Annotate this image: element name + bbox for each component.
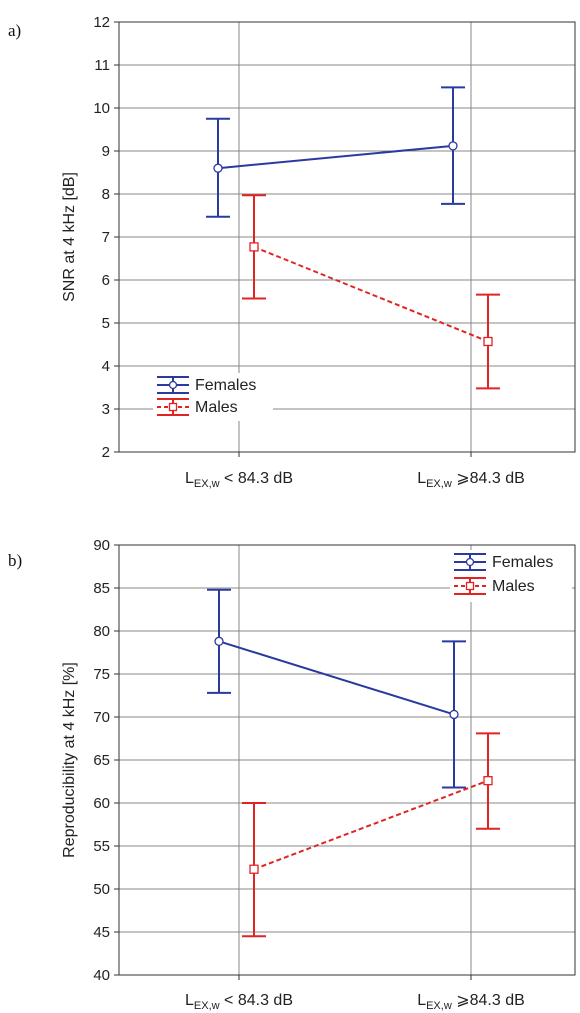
- series-females: [207, 588, 466, 789]
- x-category-label: LEX,w < 84.3 dB: [185, 992, 293, 1012]
- series-line: [217, 144, 454, 170]
- chart-panel-2: b) 40 45 50 55 60 65 70 75 80 85 90 Reproducibility …: [8, 537, 576, 1012]
- y-tick-label: 2: [102, 444, 110, 461]
- y-tick-label: 8: [102, 186, 110, 203]
- y-tick-label: 10: [93, 100, 110, 117]
- data-point: [249, 242, 259, 252]
- legend: Females Males: [153, 373, 273, 421]
- y-tick-label: 11: [94, 57, 110, 74]
- y-tick-label: 70: [93, 709, 110, 726]
- data-point: [483, 336, 493, 347]
- data-point: [448, 141, 458, 151]
- x-category-label: LEX,w ⩾84.3 dB: [417, 470, 525, 490]
- data-point: [449, 709, 459, 720]
- y-tick-label: 3: [102, 401, 110, 418]
- y-tick-label: 5: [102, 315, 110, 332]
- chart-panel-1: a) 2 3 4 5 6 7 8 9 10 11 12 SNR at 4 kHz [dB] LEX,w <…: [8, 14, 576, 490]
- y-axis-label: SNR at 4 kHz [dB]: [61, 172, 78, 302]
- x-category-label: LEX,w ⩾84.3 dB: [417, 992, 525, 1012]
- panel-label: b): [8, 551, 22, 570]
- y-tick-label: 6: [102, 272, 110, 289]
- legend-label: Females: [195, 377, 256, 394]
- legend-marker: [168, 402, 178, 412]
- data-point: [249, 864, 259, 874]
- y-tick-label: 45: [93, 924, 110, 941]
- series-females: [206, 86, 465, 218]
- y-tick-label: 80: [93, 623, 110, 640]
- legend-marker: [465, 581, 475, 591]
- data-point: [214, 636, 224, 646]
- data-point: [213, 163, 223, 173]
- y-tick-label: 55: [93, 838, 110, 855]
- legend-label: Males: [492, 578, 535, 595]
- series-line: [218, 640, 455, 716]
- panel-label: a): [8, 21, 21, 40]
- y-tick-label: 60: [93, 795, 110, 812]
- legend-label: Males: [195, 399, 238, 416]
- y-tick-label: 4: [102, 358, 110, 375]
- legend: Females Males: [450, 550, 572, 602]
- series-line: [253, 245, 489, 343]
- y-axis-label: Reproducibility at 4 kHz [%]: [61, 662, 78, 858]
- y-tick-label: 90: [93, 537, 110, 554]
- x-category-label: LEX,w < 84.3 dB: [185, 470, 293, 490]
- legend-label: Females: [492, 554, 553, 571]
- series-males: [242, 194, 500, 390]
- y-tick-label: 50: [93, 881, 110, 898]
- legend-marker: [168, 380, 178, 390]
- y-tick-label: 9: [102, 143, 110, 160]
- y-tick-label: 85: [93, 580, 110, 597]
- y-tick-label: 40: [93, 967, 110, 984]
- series-males: [242, 732, 500, 938]
- series-line: [253, 779, 489, 871]
- y-tick-label: 75: [93, 666, 110, 683]
- y-tick-label: 7: [102, 229, 110, 246]
- legend-marker: [465, 557, 475, 567]
- y-tick-label: 65: [93, 752, 110, 769]
- data-point: [483, 775, 493, 786]
- y-tick-label: 12: [93, 14, 110, 31]
